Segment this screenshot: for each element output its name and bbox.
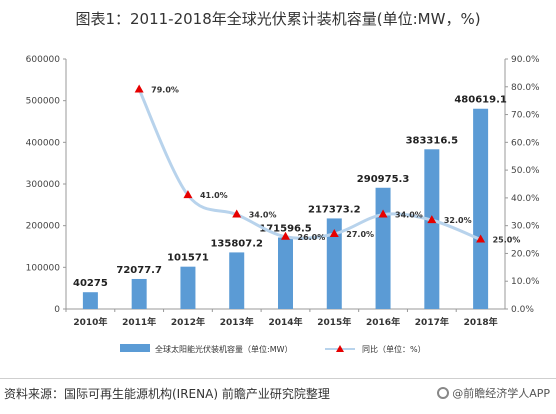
bar	[131, 278, 147, 309]
bar	[473, 108, 489, 310]
right-tick-label: 0.0%	[511, 305, 534, 315]
yoy-value-label: 34.0%	[249, 211, 277, 220]
bar	[278, 237, 293, 309]
left-tick-label: 600000	[26, 55, 61, 65]
right-tick-label: 40.0%	[511, 194, 540, 204]
bar-value-label: 217373.2	[308, 204, 361, 215]
right-tick-label: 70.0%	[511, 111, 540, 121]
yoy-value-label: 27.0%	[346, 230, 374, 239]
right-tick-label: 50.0%	[511, 166, 540, 176]
right-tick-label: 10.0%	[511, 277, 540, 287]
x-tick-label: 2017年	[415, 316, 449, 328]
x-tick-label: 2016年	[366, 316, 400, 328]
bar-value-label: 383316.5	[406, 135, 459, 146]
legend-bar-swatch	[120, 344, 150, 352]
yoy-marker	[281, 231, 290, 240]
brand-logo-icon	[437, 387, 450, 399]
right-tick-label: 60.0%	[511, 138, 540, 148]
yoy-marker	[329, 229, 339, 237]
right-tick-label: 80.0%	[511, 83, 540, 93]
source-note: 资料来源：国际可再生能源机构(IRENA) 前瞻产业研究院整理	[4, 387, 330, 401]
footer: 资料来源：国际可再生能源机构(IRENA) 前瞻产业研究院整理 @前瞻经济学人A…	[0, 378, 556, 409]
left-tick-label: 200000	[26, 222, 61, 232]
bar	[326, 218, 342, 309]
x-tick-label: 2014年	[268, 316, 302, 328]
right-tick-label: 20.0%	[511, 249, 540, 259]
bar	[229, 252, 245, 309]
x-tick-label: 2015年	[317, 316, 351, 328]
bar	[424, 149, 440, 309]
bar-value-label: 135807.2	[210, 238, 263, 249]
right-tick-label: 30.0%	[511, 222, 540, 232]
yoy-value-label: 26.0%	[298, 233, 326, 242]
bar	[180, 266, 196, 309]
yoy-value-label: 79.0%	[151, 86, 179, 95]
yoy-value-label: 32.0%	[444, 216, 472, 225]
x-tick-label: 2010年	[73, 316, 107, 328]
brand-watermark: @前瞻经济学人APP	[437, 379, 550, 409]
left-tick-label: 300000	[26, 180, 61, 190]
left-tick-label: 500000	[26, 97, 61, 107]
right-tick-label: 90.0%	[511, 55, 540, 65]
bar-value-label: 171596.5	[259, 224, 312, 235]
x-tick-label: 2012年	[171, 316, 205, 328]
bar-value-label: 40275	[73, 278, 108, 289]
yoy-value-label: 34.0%	[395, 211, 423, 220]
x-tick-label: 2011年	[122, 316, 156, 328]
legend-bar-label: 全球太阳能光伏装机容量（单位:MW）	[155, 344, 293, 354]
left-tick-label: 100000	[26, 263, 61, 273]
yoy-marker	[183, 190, 193, 199]
x-tick-label: 2018年	[464, 316, 498, 328]
yoy-value-label: 41.0%	[200, 191, 228, 200]
left-tick-label: 0	[54, 305, 60, 315]
bar	[375, 187, 391, 309]
x-tick-label: 2013年	[220, 316, 254, 328]
yoy-marker	[134, 84, 144, 93]
page-title: 图表1：2011-2018年全球光伏累计装机容量(单位:MW，%)	[75, 10, 481, 28]
yoy-marker	[476, 234, 486, 243]
bar-value-label: 480619.1	[454, 95, 507, 106]
legend-marker-icon	[336, 345, 344, 352]
left-tick-label: 400000	[26, 138, 61, 148]
legend-line-label: 同比（单位：%）	[362, 344, 426, 354]
chart: 0 100000 200000 300000 400000 500000 600000 0.0…	[26, 55, 540, 354]
bar	[82, 292, 98, 309]
yoy-marker	[427, 215, 437, 224]
bar-value-label: 72077.7	[116, 265, 162, 276]
yoy-marker	[232, 209, 242, 218]
yoy-value-label: 25.0%	[493, 236, 521, 245]
brand-text: @前瞻经济学人APP	[452, 387, 550, 400]
bar-value-label: 101571	[167, 253, 209, 264]
yoy-marker	[378, 209, 388, 218]
bar-value-label: 290975.3	[357, 174, 410, 185]
